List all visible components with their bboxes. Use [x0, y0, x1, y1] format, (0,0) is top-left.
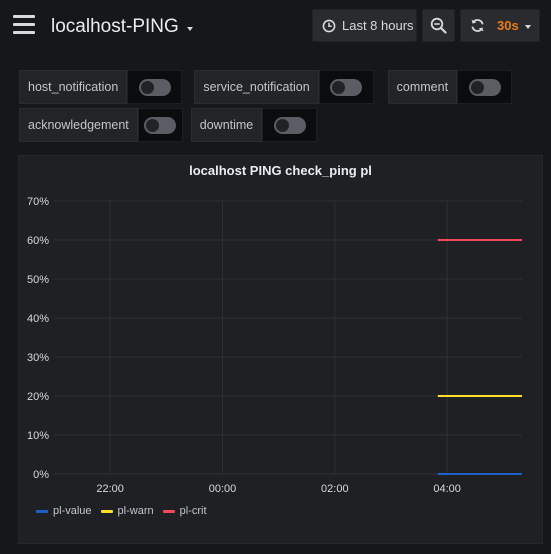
variables-row-1: host_notification service_notification c…	[19, 70, 527, 104]
panel-title[interactable]: localhost PING check_ping pl	[189, 163, 372, 178]
x-tick-label: 00:00	[209, 483, 237, 495]
acknowledgement-toggle[interactable]	[137, 108, 183, 142]
x-tick-label: 04:00	[433, 483, 461, 495]
comment-toggle[interactable]	[457, 70, 513, 104]
legend-swatch	[162, 509, 175, 513]
dashboard-title-dropdown[interactable]: localhost-PING	[51, 14, 193, 40]
host-notification-toggle[interactable]	[127, 70, 183, 104]
y-tick-label: 40%	[27, 313, 49, 325]
downtime-toggle[interactable]	[262, 108, 318, 142]
variable-downtime: downtime	[190, 108, 318, 142]
legend-label: pl-crit	[179, 505, 207, 517]
y-tick-label: 70%	[27, 196, 49, 208]
x-tick-label: 22:00	[96, 483, 124, 495]
variable-label: downtime	[190, 108, 263, 142]
dashboard-title: localhost-PING	[51, 16, 179, 37]
menu-icon[interactable]	[13, 15, 35, 35]
caret-down-icon[interactable]	[524, 24, 531, 29]
legend-swatch	[100, 509, 113, 513]
variable-acknowledgement: acknowledgement	[19, 108, 183, 142]
legend-label: pl-warn	[117, 505, 154, 517]
y-tick-label: 50%	[27, 274, 49, 286]
y-tick-label: 60%	[27, 235, 49, 247]
legend-label: pl-value	[53, 505, 92, 517]
toggle-switch[interactable]	[273, 116, 306, 134]
variables-row-2: acknowledgement downtime	[19, 108, 332, 142]
toggle-switch[interactable]	[144, 116, 177, 134]
variable-host-notification: host_notification	[19, 70, 183, 104]
legend-item-pl-crit[interactable]: pl-crit	[162, 505, 207, 517]
top-navbar: localhost-PING Last 8 hours 30s	[0, 0, 551, 52]
variable-label: service_notification	[194, 70, 319, 104]
refresh-interval-label: 30s	[497, 18, 519, 33]
y-tick-label: 30%	[27, 352, 49, 364]
graph-panel: localhost PING check_ping pl 0% 10% 20% 30%…	[18, 155, 543, 544]
refresh-button[interactable]: 30s	[460, 9, 540, 42]
variable-comment: comment	[387, 70, 513, 104]
caret-down-icon	[186, 27, 193, 31]
clock-icon	[322, 19, 336, 32]
toggle-switch[interactable]	[468, 78, 501, 96]
y-tick-label: 10%	[27, 430, 49, 442]
legend-item-pl-warn[interactable]: pl-warn	[100, 505, 154, 517]
toggle-switch[interactable]	[138, 78, 171, 96]
legend-item-pl-value[interactable]: pl-value	[36, 505, 92, 517]
variable-label: comment	[387, 70, 458, 104]
y-tick-label: 0%	[33, 469, 49, 481]
service-notification-toggle[interactable]	[318, 70, 374, 104]
refresh-icon	[471, 19, 484, 32]
legend-swatch	[36, 509, 48, 513]
y-tick-label: 20%	[27, 391, 49, 403]
line-chart[interactable]: 0% 10% 20% 30% 40% 50% 60% 70% 22:00 00:00 02:00 04…	[19, 156, 542, 496]
variable-label: acknowledgement	[19, 108, 138, 142]
toggle-switch[interactable]	[330, 78, 363, 96]
time-range-label: Last 8 hours	[342, 18, 414, 33]
zoom-out-button[interactable]	[422, 9, 455, 42]
x-tick-label: 02:00	[321, 483, 349, 495]
variable-service-notification: service_notification	[194, 70, 374, 104]
variable-label: host_notification	[19, 70, 128, 104]
time-range-picker-button[interactable]: Last 8 hours	[312, 9, 417, 42]
chart-legend: pl-value pl-warn pl-crit	[36, 505, 216, 517]
zoom-out-icon	[430, 17, 447, 34]
